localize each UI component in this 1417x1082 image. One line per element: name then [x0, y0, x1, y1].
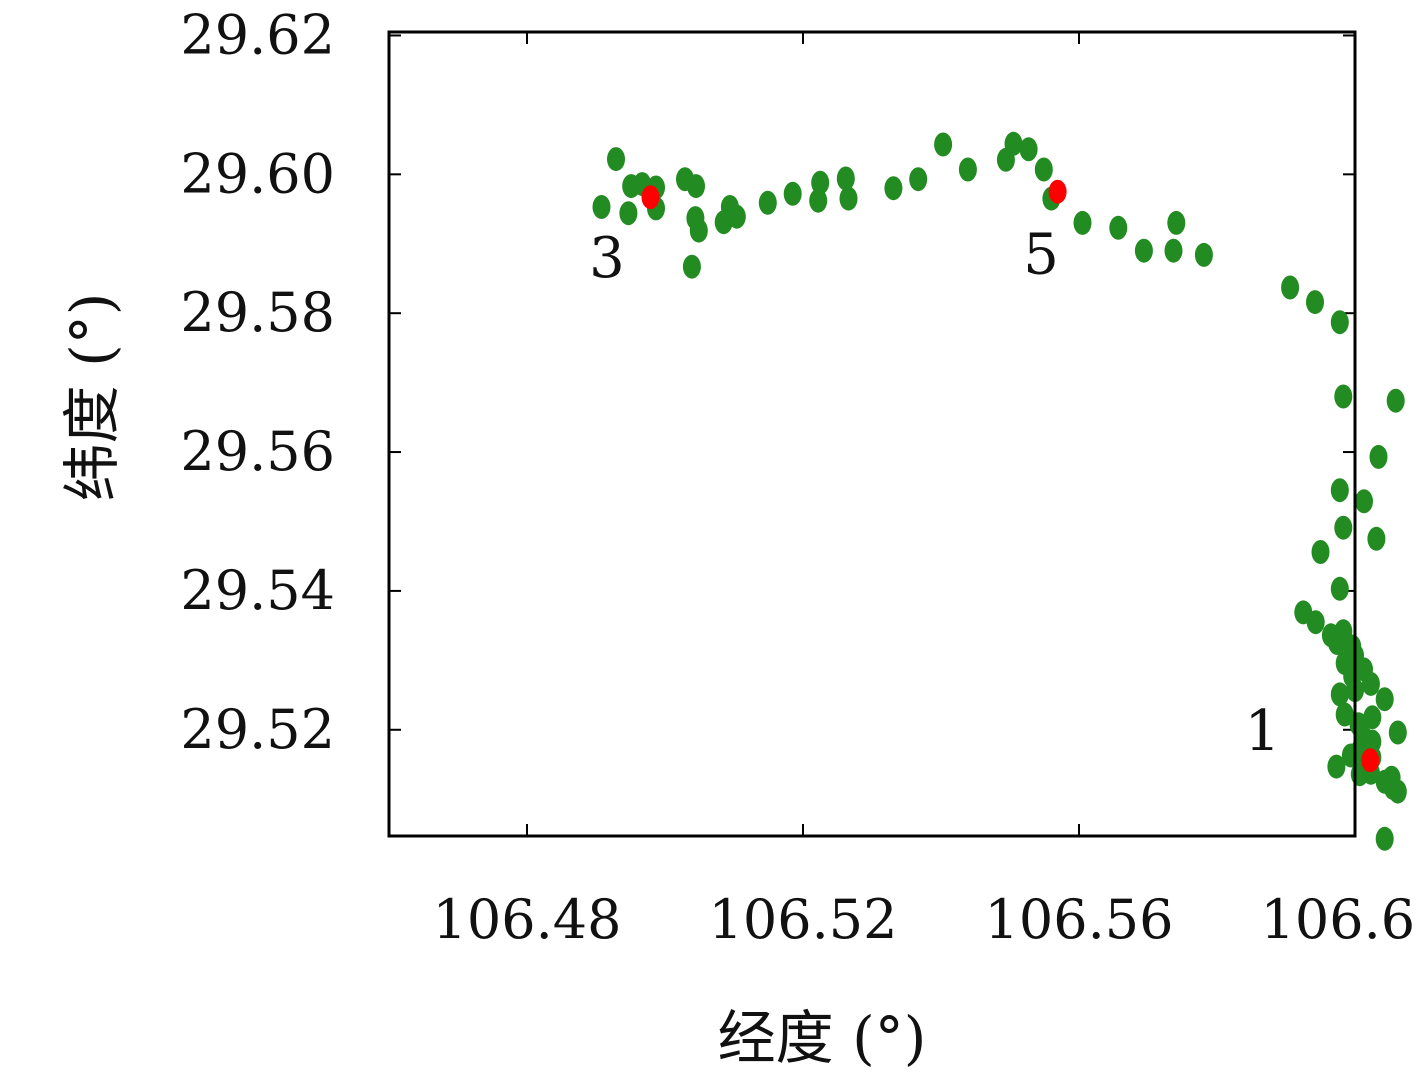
track-point — [1334, 384, 1353, 409]
stop-point — [641, 185, 660, 210]
data-points — [592, 131, 1407, 851]
plot-frame — [387, 30, 1357, 838]
track-point — [619, 201, 638, 226]
tick-marks — [389, 32, 1356, 836]
track-point — [934, 132, 953, 157]
track-point — [689, 218, 708, 243]
x-tick-label: 106.56 — [985, 888, 1174, 951]
y-tick-label: 29.54 — [180, 559, 335, 622]
track-point — [1369, 444, 1388, 469]
track-point — [1334, 515, 1353, 540]
track-point — [1330, 310, 1349, 335]
track-point — [1167, 210, 1186, 235]
track-point — [682, 254, 701, 279]
track-point — [1109, 215, 1128, 240]
y-axis-label: 纬度 (°) — [58, 293, 126, 502]
track-point — [1361, 671, 1380, 696]
track-point — [909, 167, 928, 192]
track-point — [607, 147, 625, 172]
track-point — [1306, 610, 1325, 635]
track-point — [1375, 826, 1394, 851]
track-point — [1330, 478, 1349, 503]
x-tick-label: 106.48 — [433, 888, 622, 951]
track-point — [1355, 489, 1373, 514]
track-point — [1328, 631, 1347, 655]
point-label: 5 — [1023, 223, 1059, 288]
y-tick-label: 29.60 — [180, 142, 335, 205]
track-point — [809, 188, 828, 213]
track-point — [958, 157, 977, 182]
track-point — [783, 181, 802, 206]
track-point — [1384, 776, 1402, 801]
track-point — [1388, 720, 1407, 745]
x-tick-labels: 106.48 106.52 106.56 106.60 — [433, 888, 1417, 951]
y-tick-label: 29.56 — [180, 420, 335, 483]
track-point — [1194, 242, 1213, 267]
track-point — [687, 174, 705, 199]
point-label: 3 — [589, 226, 625, 291]
y-tick-labels: 29.52 29.54 29.56 29.58 29.60 29.62 — [180, 3, 335, 760]
track-point — [1134, 238, 1153, 263]
x-tick-label: 106.60 — [1261, 888, 1417, 951]
track-point — [592, 195, 611, 219]
track-point — [839, 186, 858, 211]
stop-point — [1048, 179, 1067, 204]
y-tick-label: 29.62 — [180, 3, 335, 66]
track-point — [836, 166, 855, 191]
track-point — [1004, 131, 1023, 156]
track-point — [1281, 275, 1300, 300]
track-point — [1306, 290, 1324, 315]
x-tick-label: 106.52 — [709, 888, 898, 951]
track-point — [1363, 705, 1382, 730]
track-point — [1375, 687, 1394, 712]
track-point — [1335, 702, 1354, 727]
y-tick-label: 29.58 — [180, 281, 335, 344]
track-point — [727, 204, 746, 229]
y-tick-label: 29.52 — [180, 698, 335, 761]
track-point — [1330, 682, 1349, 707]
point-annotations: 3 5 1 — [589, 223, 1280, 764]
track-point — [811, 170, 830, 195]
track-point — [1034, 157, 1053, 182]
track-point — [1327, 754, 1346, 779]
x-axis-label: 经度 (°) — [718, 1004, 927, 1072]
track-point — [1019, 137, 1038, 162]
track-point — [1073, 210, 1092, 235]
track-point — [1330, 576, 1349, 601]
track-point — [1164, 238, 1183, 263]
track-point — [1386, 388, 1405, 413]
track-point — [1311, 540, 1330, 564]
track-point — [758, 190, 777, 215]
track-point — [884, 176, 903, 201]
stop-point — [1361, 748, 1380, 773]
track-point — [1367, 526, 1386, 551]
point-label: 1 — [1245, 699, 1281, 764]
